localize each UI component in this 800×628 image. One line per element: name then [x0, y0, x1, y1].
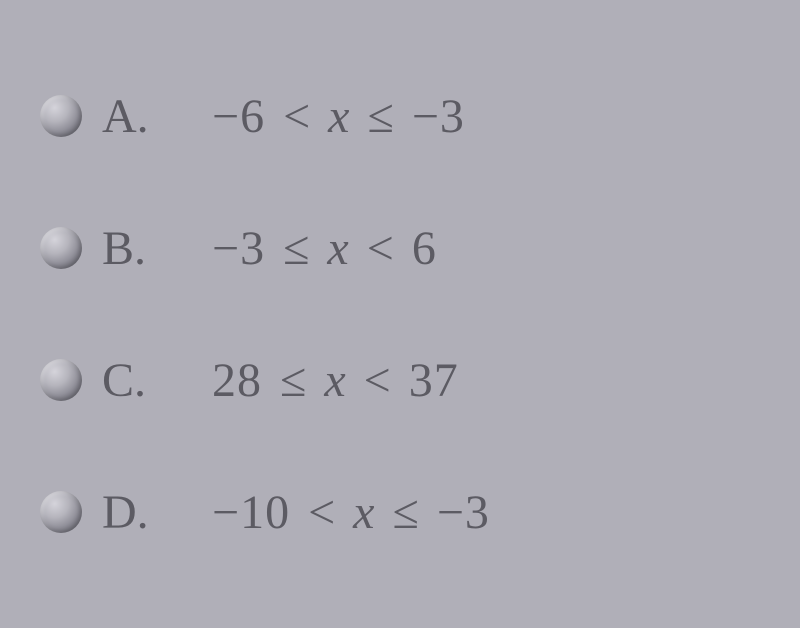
- option-expression: 28 ≤ x < 37: [212, 353, 459, 408]
- option-expression: −3 ≤ x < 6: [212, 221, 437, 276]
- right-value: 37: [409, 353, 459, 408]
- option-expression: −6 < x ≤ −3: [212, 89, 465, 144]
- left-value: −10: [212, 485, 290, 540]
- option-a[interactable]: A. −6 < x ≤ −3: [40, 89, 760, 144]
- option-b[interactable]: B. −3 ≤ x < 6: [40, 221, 760, 276]
- right-operator: ≤: [367, 89, 393, 144]
- left-operator: <: [283, 89, 310, 144]
- right-value: −3: [437, 485, 490, 540]
- radio-icon[interactable]: [40, 95, 82, 137]
- left-operator: <: [308, 485, 335, 540]
- option-d[interactable]: D. −10 < x ≤ −3: [40, 485, 760, 540]
- variable: x: [353, 485, 374, 540]
- left-value: −6: [212, 89, 265, 144]
- radio-icon[interactable]: [40, 227, 82, 269]
- variable: x: [328, 89, 349, 144]
- option-expression: −10 < x ≤ −3: [212, 485, 490, 540]
- radio-icon[interactable]: [40, 491, 82, 533]
- right-value: −3: [412, 89, 465, 144]
- right-operator: <: [364, 353, 391, 408]
- option-c[interactable]: C. 28 ≤ x < 37: [40, 353, 760, 408]
- option-letter: D.: [102, 485, 162, 540]
- left-value: 28: [212, 353, 262, 408]
- right-operator: ≤: [392, 485, 418, 540]
- left-value: −3: [212, 221, 265, 276]
- left-operator: ≤: [280, 353, 306, 408]
- option-letter: B.: [102, 221, 162, 276]
- right-value: 6: [412, 221, 437, 276]
- variable: x: [324, 353, 345, 408]
- option-letter: A.: [102, 89, 162, 144]
- left-operator: ≤: [283, 221, 309, 276]
- right-operator: <: [367, 221, 394, 276]
- variable: x: [327, 221, 348, 276]
- option-letter: C.: [102, 353, 162, 408]
- radio-icon[interactable]: [40, 359, 82, 401]
